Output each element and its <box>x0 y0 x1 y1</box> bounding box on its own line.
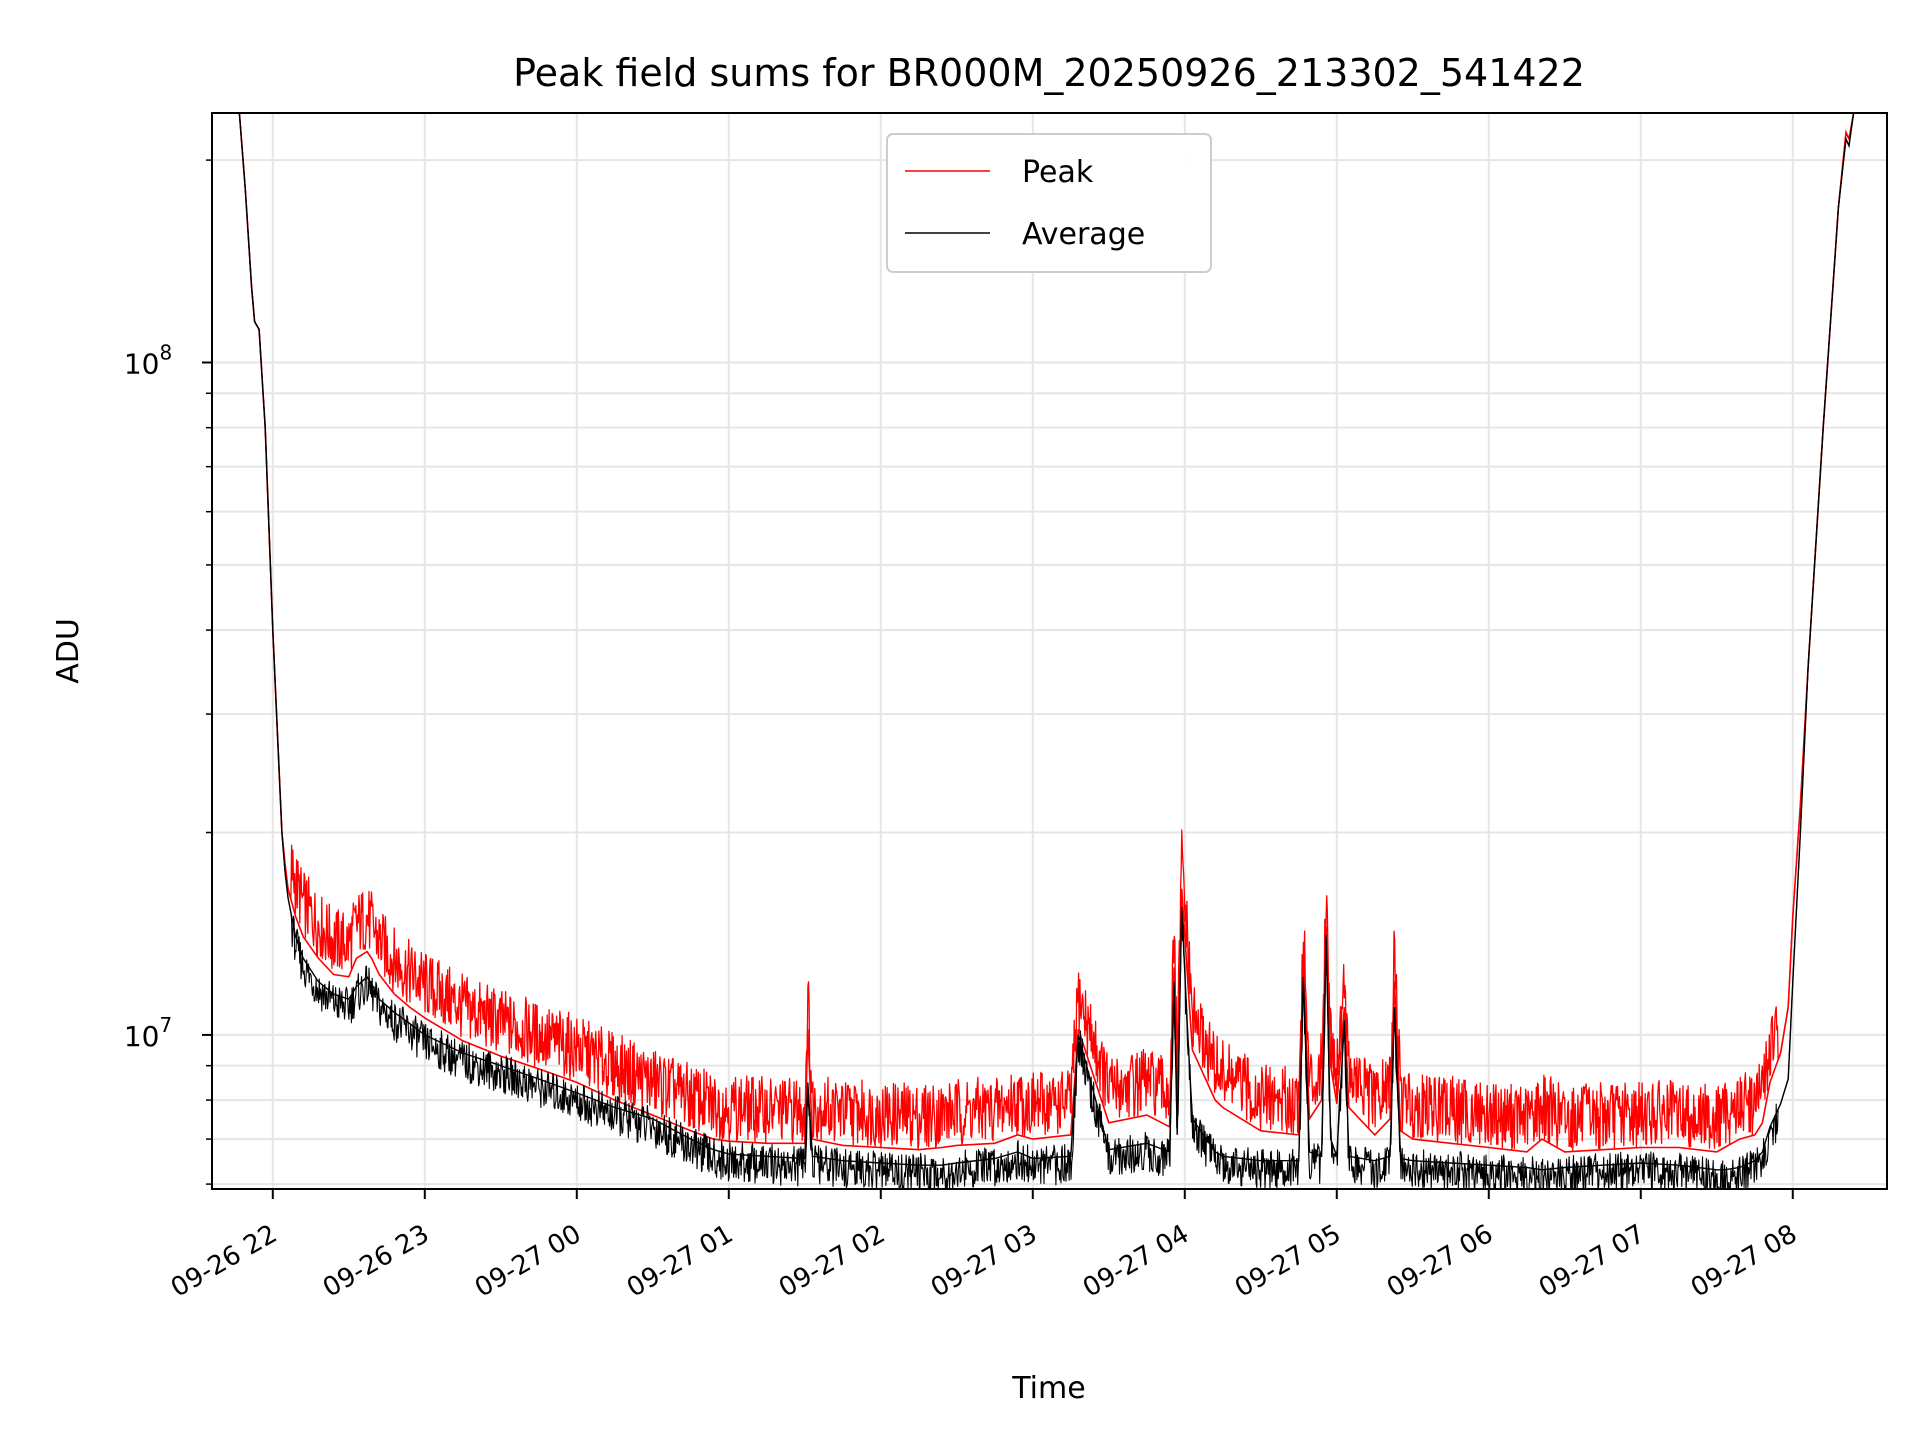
series-keyline-average <box>231 113 1869 1171</box>
legend-label-average: Average <box>1022 217 1145 252</box>
chart-title: Peak field sums for BR000M_20250926_2133… <box>513 51 1585 95</box>
legend: Peak Average <box>886 133 1212 273</box>
y-tick-label: 107 <box>124 1013 172 1053</box>
plot-area <box>212 113 1887 1189</box>
y-axis-label: ADU <box>51 618 86 684</box>
axes-frame <box>211 112 1888 1190</box>
series-line-peak <box>231 113 1869 1152</box>
legend-box <box>886 133 1212 273</box>
y-axis-ticks: 107 108 <box>124 159 212 1185</box>
series-layer <box>231 113 1869 1189</box>
x-axis-label: Time <box>1011 1371 1085 1406</box>
y-tick-label: 108 <box>124 341 172 381</box>
legend-label-peak: Peak <box>1022 155 1094 190</box>
grid <box>212 113 1887 1189</box>
